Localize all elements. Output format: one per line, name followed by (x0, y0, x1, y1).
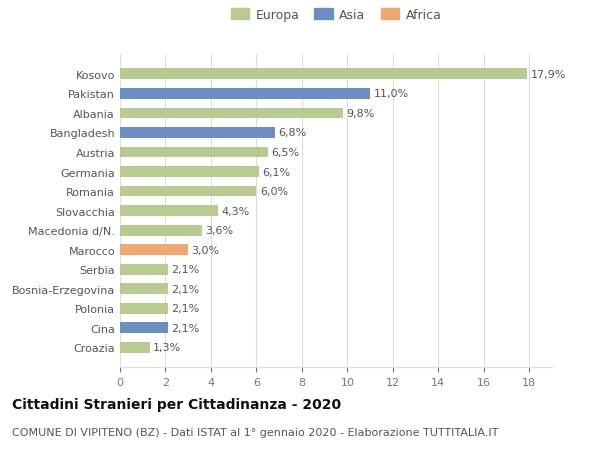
Bar (120, 303, 168, 314)
Bar (120, 245, 188, 256)
Text: COMUNE DI VIPITENO (BZ) - Dati ISTAT al 1° gennaio 2020 - Elaborazione TUTTITALI: COMUNE DI VIPITENO (BZ) - Dati ISTAT al … (12, 427, 499, 437)
Text: 11,0%: 11,0% (374, 89, 409, 99)
Bar (120, 69, 527, 80)
Bar (120, 89, 370, 100)
Text: 4,3%: 4,3% (221, 206, 250, 216)
Bar (120, 225, 202, 236)
Legend: Europa, Asia, Africa: Europa, Asia, Africa (227, 5, 445, 26)
Bar (120, 186, 256, 197)
Text: 1,3%: 1,3% (153, 343, 181, 353)
Text: 2,1%: 2,1% (171, 284, 199, 294)
Text: 2,1%: 2,1% (171, 265, 199, 274)
Text: 6,1%: 6,1% (262, 167, 290, 177)
Text: 6,5%: 6,5% (271, 148, 299, 157)
Text: 3,0%: 3,0% (191, 245, 220, 255)
Text: 2,1%: 2,1% (171, 304, 199, 313)
Text: 2,1%: 2,1% (171, 323, 199, 333)
Bar (120, 323, 168, 334)
Bar (120, 167, 259, 178)
Bar (120, 147, 268, 158)
Text: 9,8%: 9,8% (346, 109, 374, 118)
Bar (120, 108, 343, 119)
Bar (120, 264, 168, 275)
Text: 3,6%: 3,6% (205, 226, 233, 235)
Bar (120, 342, 149, 353)
Bar (120, 284, 168, 295)
Bar (120, 206, 218, 217)
Text: 17,9%: 17,9% (530, 70, 566, 79)
Text: Cittadini Stranieri per Cittadinanza - 2020: Cittadini Stranieri per Cittadinanza - 2… (12, 397, 341, 411)
Text: 6,8%: 6,8% (278, 128, 306, 138)
Text: 6,0%: 6,0% (260, 187, 288, 196)
Bar (120, 128, 275, 139)
